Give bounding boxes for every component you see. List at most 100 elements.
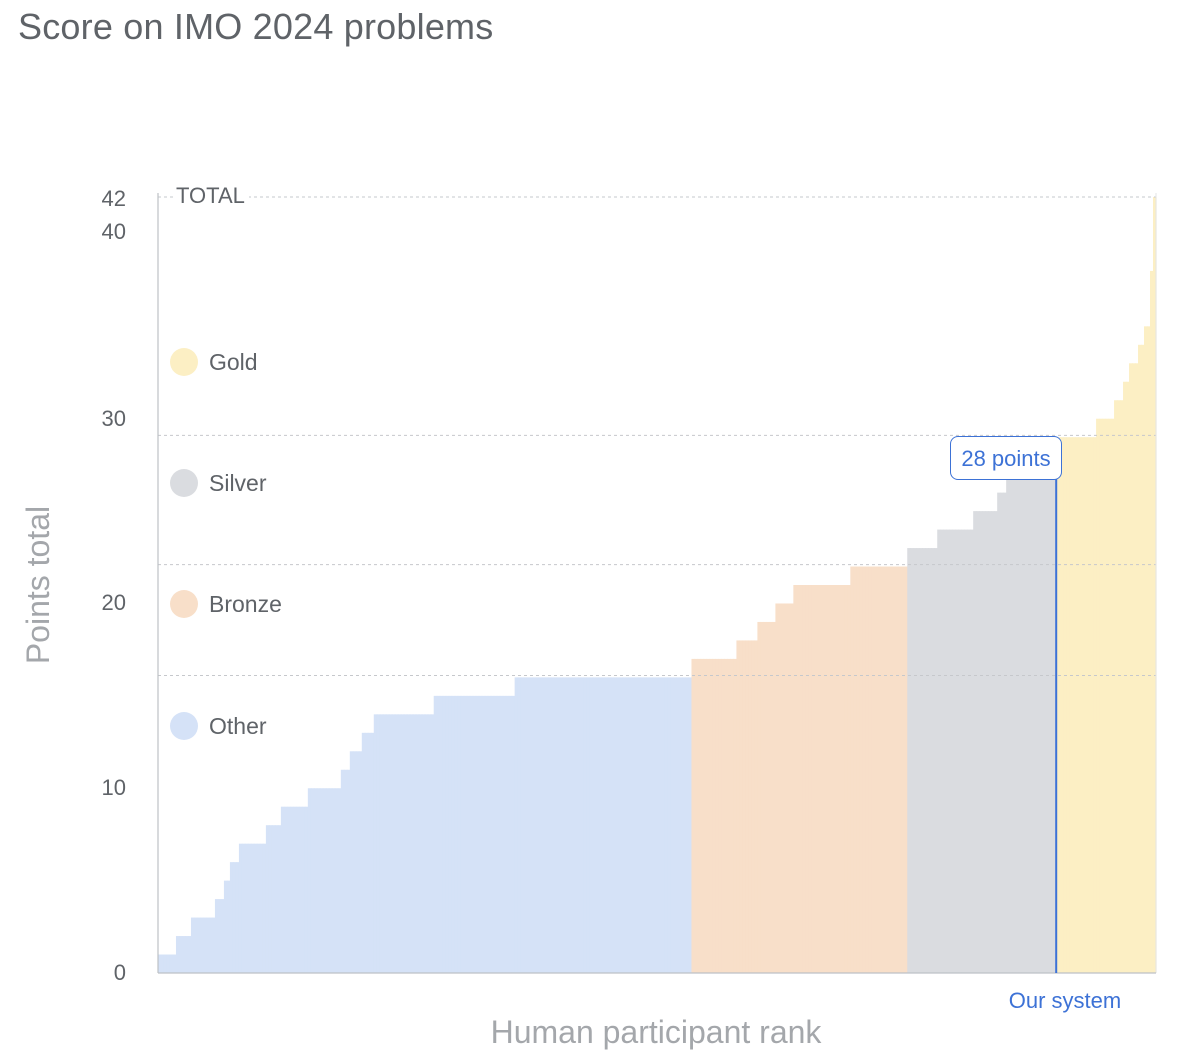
bar-other — [316, 788, 321, 973]
bar-silver — [913, 548, 917, 973]
bar-other — [646, 677, 651, 973]
bar-other — [289, 806, 294, 973]
bar-other — [541, 677, 546, 973]
bar-other — [685, 677, 690, 973]
bar-other — [655, 677, 660, 973]
bar-other — [211, 917, 216, 973]
bar-other — [418, 714, 423, 973]
bar-other — [424, 714, 429, 973]
bar-bronze — [814, 585, 818, 973]
bar-other — [502, 695, 507, 973]
bar-other — [634, 677, 639, 973]
bar-bronze — [760, 621, 764, 973]
bar-other — [547, 677, 552, 973]
bar-other — [214, 899, 219, 973]
bar-bronze — [898, 566, 902, 973]
bar-other — [235, 862, 240, 973]
bar-other — [421, 714, 426, 973]
bar-other — [295, 806, 300, 973]
bar-other — [181, 936, 186, 973]
bar-other — [298, 806, 303, 973]
bar-bronze — [703, 658, 708, 973]
bar-gold — [1114, 400, 1118, 973]
bar-bronze — [865, 566, 869, 973]
bar-other — [568, 677, 573, 973]
bar-other — [373, 714, 378, 973]
bar-bronze — [736, 640, 741, 973]
bar-other — [589, 677, 594, 973]
bar-bronze — [886, 566, 890, 973]
legend-item-gold: Gold — [170, 347, 258, 377]
bar-other — [505, 695, 510, 973]
bar-other — [403, 714, 408, 973]
bar-other — [628, 677, 633, 973]
bar-other — [391, 714, 396, 973]
bar-silver — [1039, 455, 1043, 973]
bar-silver — [1027, 474, 1031, 973]
bar-other — [454, 695, 459, 973]
bar-other — [676, 677, 681, 973]
bar-silver — [1042, 455, 1046, 973]
bar-bronze — [742, 640, 747, 973]
bar-bronze — [784, 603, 788, 973]
bar-bronze — [874, 566, 878, 973]
total-label: TOTAL — [176, 184, 249, 208]
bar-bronze — [811, 585, 815, 973]
bar-other — [661, 677, 666, 973]
bar-other — [673, 677, 678, 973]
bar-bronze — [763, 621, 767, 973]
chart-title: Score on IMO 2024 problems — [18, 6, 494, 47]
bar-bronze — [850, 566, 854, 973]
bar-bronze — [790, 603, 794, 973]
bar-other — [496, 695, 501, 973]
bar-other — [457, 695, 462, 973]
bar-bronze — [841, 585, 845, 973]
bar-silver — [946, 529, 950, 973]
bar-gold — [1153, 197, 1157, 973]
bar-other — [688, 677, 693, 973]
bar-silver — [982, 511, 986, 973]
bar-gold — [1111, 418, 1115, 974]
bar-bronze — [838, 585, 842, 973]
bar-bronze — [757, 621, 761, 973]
bar-other — [625, 677, 630, 973]
bar-other — [161, 954, 165, 973]
bar-bronze — [802, 585, 806, 973]
x-axis-title: Human participant rank — [490, 1014, 822, 1050]
bar-other — [526, 677, 531, 973]
bar-gold — [1060, 437, 1064, 973]
y-tick-label: 30 — [101, 405, 126, 431]
bar-silver — [1012, 474, 1016, 973]
bar-other — [607, 677, 612, 973]
bar-other — [232, 862, 237, 973]
bar-other — [307, 788, 312, 973]
bar-gold — [1096, 418, 1100, 974]
bar-bronze — [835, 585, 839, 973]
y-axis-title: Points total — [20, 505, 56, 665]
bar-other — [208, 917, 213, 973]
bar-other — [205, 917, 210, 973]
bar-bronze — [895, 566, 899, 973]
bar-gold — [1108, 418, 1112, 974]
bar-other — [337, 788, 342, 973]
bar-bronze — [829, 585, 833, 973]
bar-bronze — [772, 621, 776, 973]
bar-other — [616, 677, 621, 973]
bar-silver — [979, 511, 983, 973]
bar-silver — [931, 548, 935, 973]
bar-gold — [1135, 363, 1139, 973]
bar-other — [478, 695, 483, 973]
bar-gold — [1057, 437, 1061, 973]
bar-other — [493, 695, 498, 973]
bar-bronze — [697, 658, 702, 973]
bar-gold — [1144, 326, 1148, 974]
bar-silver — [934, 548, 938, 973]
bar-other — [439, 695, 444, 973]
bar-bronze — [817, 585, 821, 973]
bar-other — [469, 695, 474, 973]
bar-other — [361, 732, 366, 973]
bar-other — [679, 677, 684, 973]
bar-other — [226, 880, 231, 973]
bar-gold — [1102, 418, 1106, 974]
